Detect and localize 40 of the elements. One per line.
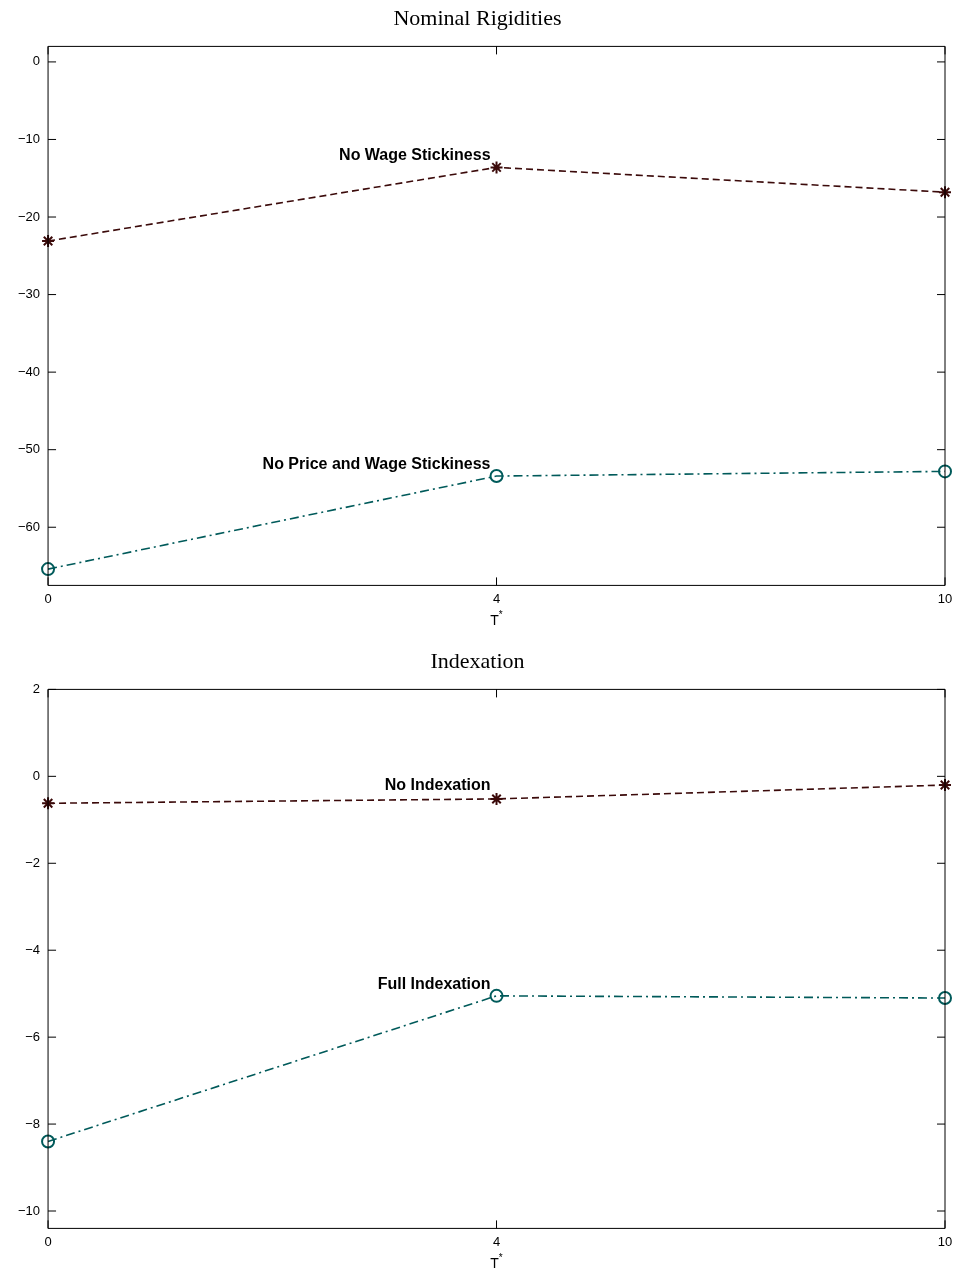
x-tick-label: 10 — [937, 590, 953, 606]
x-axis-title: T* — [490, 609, 503, 629]
point — [41, 234, 56, 249]
y-tick-label: −8 — [25, 1115, 41, 1131]
point — [489, 469, 504, 484]
series-label: Full Indexation — [377, 975, 491, 993]
x-axis-title: T* — [490, 1252, 503, 1272]
x-tick-label: 10 — [937, 1233, 953, 1249]
y-tick-label: 2 — [32, 680, 41, 696]
y-tick-label: −30 — [17, 286, 41, 302]
y-tick-label: −2 — [25, 854, 41, 870]
y-tick-label: −10 — [17, 131, 41, 147]
point — [41, 1134, 56, 1149]
y-tick-label: −20 — [17, 208, 41, 224]
series-label: No Indexation — [384, 776, 491, 794]
x-tick-label: 0 — [44, 1233, 52, 1249]
y-tick-label: −4 — [25, 941, 41, 957]
y-tick-label: 0 — [32, 53, 41, 69]
series-label: No Wage Stickiness — [339, 145, 491, 163]
y-tick-label: −6 — [25, 1028, 41, 1044]
point — [938, 991, 952, 1006]
point — [938, 464, 952, 479]
series-label: No Price and Wage Stickiness — [262, 454, 491, 472]
point — [938, 185, 952, 200]
point — [938, 778, 952, 793]
x-tick-label: 4 — [492, 590, 501, 606]
y-tick-label: −60 — [17, 518, 41, 534]
point — [489, 791, 504, 806]
x-tick-label: 0 — [44, 590, 52, 606]
point — [41, 562, 56, 577]
y-tick-label: −50 — [17, 441, 41, 457]
point — [41, 796, 56, 811]
y-tick-label: 0 — [32, 767, 41, 783]
point — [489, 988, 504, 1003]
chart-title: Nominal Rigidities — [393, 4, 562, 30]
y-tick-label: −10 — [17, 1202, 41, 1218]
point — [489, 160, 504, 175]
x-tick-label: 4 — [492, 1233, 501, 1249]
chart-title: Indexation — [430, 647, 525, 673]
y-tick-label: −40 — [17, 363, 41, 379]
